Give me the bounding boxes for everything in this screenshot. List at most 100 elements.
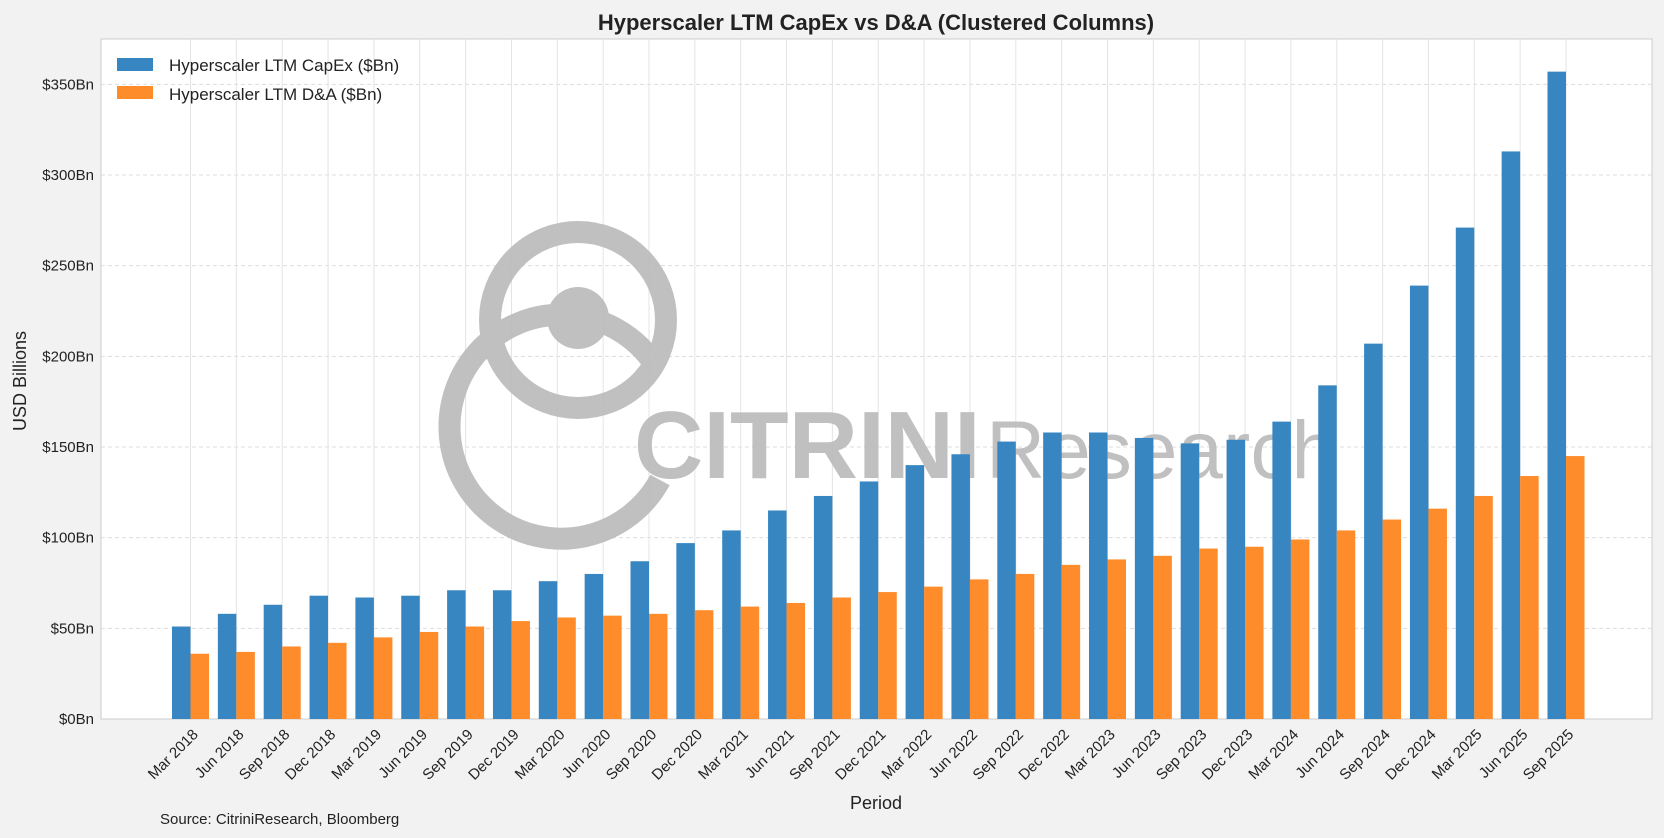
bar-capex	[951, 454, 970, 719]
bar-da	[328, 642, 347, 719]
bar-capex	[309, 595, 329, 719]
bar-da	[969, 579, 989, 719]
y-tick-label: $150Bn	[42, 439, 94, 456]
legend-swatch-da	[117, 86, 153, 99]
x-tick-label: Dec 2024	[1382, 726, 1439, 783]
bar-da	[694, 610, 714, 719]
bar-capex	[722, 530, 741, 719]
bar-da	[603, 615, 622, 719]
bar-da	[1153, 555, 1172, 719]
bar-da	[1520, 476, 1539, 719]
bar-capex	[1089, 432, 1108, 719]
bar-da	[1382, 519, 1402, 719]
bar-capex	[905, 465, 925, 719]
x-tick-label: Dec 2022	[1015, 726, 1072, 783]
bar-capex	[1364, 343, 1383, 719]
bar-da	[786, 602, 806, 719]
bar-da	[1061, 564, 1081, 719]
bar-capex	[217, 613, 237, 719]
bar-da	[878, 592, 897, 719]
x-tick-label: Dec 2023	[1199, 726, 1256, 783]
legend: Hyperscaler LTM CapEx ($Bn) Hyperscaler …	[117, 56, 399, 104]
y-tick-label: $50Bn	[51, 620, 94, 637]
bar-da	[740, 606, 760, 719]
x-tick-label: Sep 2025	[1520, 726, 1577, 783]
x-tick-label: Mar 2023	[1062, 726, 1119, 783]
x-tick-label: Dec 2019	[465, 726, 522, 783]
y-tick-label: $200Bn	[42, 348, 94, 365]
bar-da	[1290, 539, 1310, 719]
bar-capex	[676, 543, 695, 719]
x-tick-label: Dec 2021	[832, 726, 889, 783]
x-tick-label: Dec 2018	[282, 726, 339, 783]
y-tick-label: $100Bn	[42, 530, 94, 547]
legend-label-da: Hyperscaler LTM D&A ($Bn)	[169, 85, 382, 104]
bar-da	[190, 653, 209, 719]
x-tick-label: Mar 2025	[1429, 726, 1486, 783]
bar-capex	[1272, 421, 1291, 719]
source-note: Source: CitriniResearch, Bloomberg	[160, 811, 399, 828]
bar-da	[1107, 559, 1126, 719]
bar-capex	[1409, 285, 1429, 719]
bar-capex	[1180, 443, 1200, 719]
x-tick-label: Mar 2020	[512, 726, 569, 783]
bar-capex	[1226, 439, 1246, 719]
bar-da	[1474, 495, 1493, 719]
bar-capex	[1134, 437, 1154, 719]
y-axis-ticks: $0Bn $50Bn $100Bn $150Bn $200Bn $250Bn $300Bn $…	[42, 76, 94, 728]
legend-swatch-capex	[117, 58, 153, 71]
y-tick-label: $300Bn	[42, 167, 94, 184]
bar-da	[1015, 573, 1035, 719]
x-tick-label: Dec 2020	[649, 726, 706, 783]
watermark-ring-icon	[479, 221, 677, 419]
bar-da	[924, 586, 943, 719]
bar-da	[1336, 530, 1356, 719]
bar-da	[373, 637, 393, 719]
y-tick-label: $0Bn	[59, 711, 94, 728]
bar-da	[1199, 548, 1218, 719]
bar-capex	[1455, 227, 1475, 719]
bar-capex	[768, 510, 787, 719]
bar-capex	[584, 573, 604, 719]
bar-capex	[813, 495, 833, 719]
bar-da	[465, 626, 485, 719]
bar-capex	[355, 597, 374, 719]
x-tick-label: Mar 2024	[1245, 726, 1302, 783]
bar-da	[282, 646, 301, 719]
bar-da	[1245, 546, 1264, 719]
bar-capex	[538, 581, 558, 719]
x-tick-label: Mar 2021	[695, 726, 752, 783]
bar-capex	[630, 561, 649, 719]
bar-da	[1566, 456, 1585, 719]
bar-capex	[263, 604, 283, 719]
bar-da	[236, 651, 255, 719]
chart-title: Hyperscaler LTM CapEx vs D&A (Clustered …	[598, 10, 1154, 35]
x-tick-label: Mar 2019	[328, 726, 385, 783]
bar-capex	[1043, 432, 1062, 719]
bar-capex	[401, 595, 420, 719]
y-axis-label: USD Billions	[10, 331, 30, 431]
bar-da	[832, 597, 851, 719]
bar-da	[419, 631, 439, 719]
bar-capex	[997, 441, 1016, 719]
y-tick-label: $250Bn	[42, 258, 94, 275]
bar-da	[1428, 508, 1447, 719]
bars	[172, 71, 1585, 720]
x-axis-label: Period	[850, 793, 902, 813]
bar-capex	[492, 590, 512, 719]
bar-capex	[447, 590, 466, 719]
bar-capex	[172, 626, 191, 719]
bar-capex	[1547, 71, 1566, 719]
watermark-brand-bold: CITRINI	[634, 392, 981, 499]
bar-da	[649, 613, 668, 719]
legend-label-capex: Hyperscaler LTM CapEx ($Bn)	[169, 56, 399, 75]
bar-capex	[859, 481, 879, 719]
bar-capex	[1501, 151, 1521, 720]
bar-da	[511, 621, 530, 719]
y-tick-label: $350Bn	[42, 76, 94, 93]
watermark-swoosh-icon	[438, 303, 670, 550]
x-tick-label: Mar 2018	[145, 726, 202, 783]
bar-capex	[1318, 385, 1337, 719]
